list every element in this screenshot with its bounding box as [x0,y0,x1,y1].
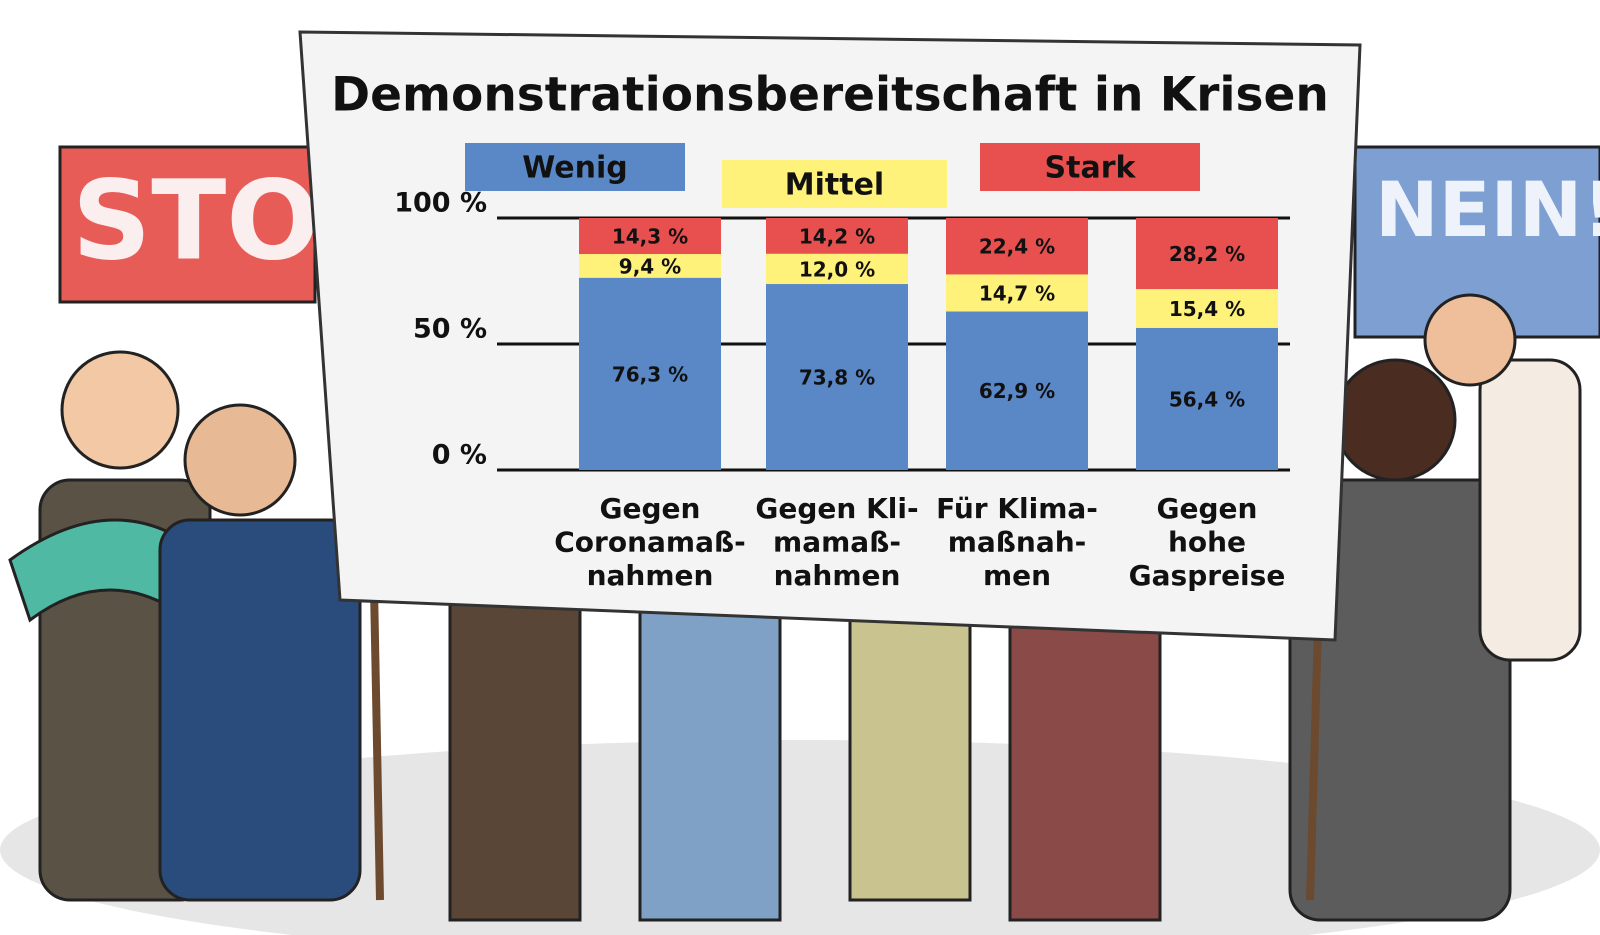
bar-segment [579,218,721,255]
bar-segment [579,254,721,278]
value-label: 14,2 % [799,224,875,248]
crowd [8,293,1582,922]
value-label: 73,8 % [799,366,875,390]
value-label: 14,3 % [612,225,688,249]
ground [0,740,1600,935]
value-label: 15,4 % [1169,297,1245,321]
x-tick-label: Gegen Coronamaß-nahmen [554,492,746,592]
bar-segment [579,277,721,470]
bar-segment [766,284,908,470]
bar-segment [766,218,908,254]
legend-label: Wenig [522,151,627,186]
value-label: 56,4 % [1169,387,1245,411]
bar-segment [1136,327,1278,470]
sign-right-text: NEIN! [1375,165,1600,254]
sign-left-text: STO [72,156,320,284]
value-label: 76,3 % [612,362,688,386]
bar-segment [1136,218,1278,290]
bar-segment [766,253,908,285]
sign-left [58,145,317,304]
value-label: 9,4 % [619,254,681,278]
value-label: 22,4 % [979,235,1055,259]
y-tick-label: 50 % [413,314,487,345]
bar-segment [946,218,1088,275]
chart-title: Demonstrationsbereitschaft in Krisen [331,68,1329,123]
legend-swatch [465,143,685,191]
legend-swatch [980,143,1200,191]
value-label: 12,0 % [799,257,875,281]
bar-segment [946,311,1088,470]
value-label: 28,2 % [1169,242,1245,266]
y-tick-label: 0 % [432,440,487,471]
legend-label: Stark [1045,151,1137,186]
x-tick-label: Gegen Kli-mamaß-nahmen [755,492,918,592]
x-tick-label: Für Klima-maßnah-men [936,492,1098,592]
legend-label: Mittel [785,168,884,203]
x-tick-label: Gegen hohe Gaspreise [1129,492,1286,592]
legend-swatch [722,160,947,208]
value-label: 62,9 % [979,379,1055,403]
value-label: 14,7 % [979,281,1055,305]
bar-segment [1136,289,1278,328]
bar-segment [946,274,1088,312]
y-tick-label: 100 % [394,188,487,219]
